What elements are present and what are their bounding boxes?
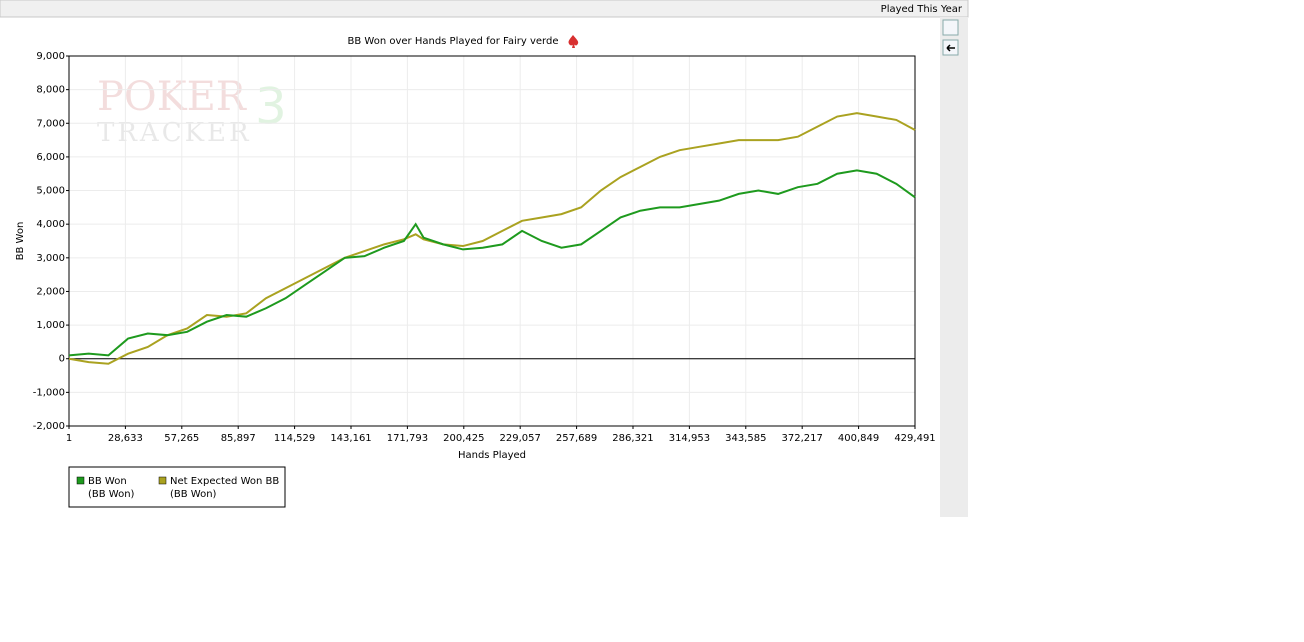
x-tick-label: 372,217 (782, 433, 823, 444)
watermark-text: TRACKER (97, 118, 252, 148)
chart-title: BB Won over Hands Played for Fairy verde (348, 36, 559, 47)
y-tick-label: 6,000 (36, 152, 65, 163)
legend-sublabel: (BB Won) (170, 489, 217, 500)
legend-swatch (158, 476, 167, 485)
fit-button[interactable] (942, 19, 959, 36)
back-icon (946, 44, 955, 52)
y-tick-label: 9,000 (36, 51, 65, 62)
x-tick-label: 85,897 (221, 433, 256, 444)
y-tick-label: 5,000 (36, 186, 65, 197)
plot-frame (68, 55, 916, 427)
x-tick-label: 343,585 (725, 433, 766, 444)
legend-swatch (76, 476, 85, 485)
y-tick-label: 3,000 (36, 253, 65, 264)
y-tick-label: 4,000 (36, 219, 65, 230)
x-axis-label: Hands Played (458, 450, 526, 461)
x-tick-label: 114,529 (274, 433, 315, 444)
header-label: Played This Year (881, 4, 963, 15)
x-tick-label: 257,689 (556, 433, 597, 444)
y-tick-label: 8,000 (36, 85, 65, 96)
y-tick-label: 7,000 (36, 118, 65, 129)
x-tick-label: 1 (66, 433, 72, 444)
y-tick-label: -1,000 (33, 387, 65, 398)
y-tick-label: -2,000 (33, 421, 65, 432)
x-tick-label: 28,633 (108, 433, 143, 444)
y-tick-label: 2,000 (36, 286, 65, 297)
x-tick-label: 143,161 (330, 433, 371, 444)
header-bar (0, 0, 969, 18)
x-tick-label: 400,849 (838, 433, 879, 444)
x-tick-label: 429,491 (894, 433, 935, 444)
watermark-text: POKER (97, 74, 248, 120)
side-panel (940, 17, 968, 517)
x-tick-label: 171,793 (387, 433, 428, 444)
y-tick-label: 1,000 (36, 320, 65, 331)
spade-icon (568, 35, 579, 48)
x-tick-label: 200,425 (443, 433, 484, 444)
series-line (68, 112, 916, 365)
x-tick-label: 229,057 (500, 433, 541, 444)
x-tick-label: 286,321 (612, 433, 653, 444)
y-axis-label: BB Won (15, 222, 26, 261)
x-tick-label: 314,953 (669, 433, 710, 444)
watermark-text: 3 (255, 78, 287, 136)
y-tick-label: 0 (59, 354, 65, 365)
legend (68, 466, 286, 508)
x-tick-label: 57,265 (164, 433, 199, 444)
legend-sublabel: (BB Won) (88, 489, 135, 500)
legend-label: Net Expected Won BB (170, 476, 279, 487)
series-line (68, 169, 916, 357)
legend-label: BB Won (88, 476, 127, 487)
